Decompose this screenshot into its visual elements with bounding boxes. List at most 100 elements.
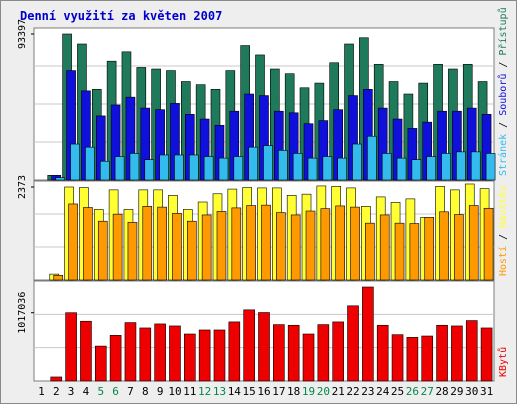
panel-3-bar-kbytů-day-14 [228, 321, 241, 382]
panel-2-bar-hostí-day-15 [246, 205, 256, 281]
panel-3-bar-kbytů-day-21 [332, 321, 344, 382]
panel-1-bar-stránek-day-20 [322, 156, 333, 181]
panel-2-bar-hostí-day-3 [68, 203, 78, 281]
panel-1-bar-stránek-day-31 [485, 153, 496, 181]
panel-2-bar-hostí-day-16 [261, 204, 271, 281]
panel-2-bar-hostí-day-23 [365, 222, 375, 281]
panel-3-bar-kbytů-day-16 [258, 312, 270, 382]
x-tick-label: 11 [183, 385, 196, 398]
panel-2-bar-hostí-day-20 [320, 208, 331, 281]
x-tick-label: 4 [83, 385, 90, 398]
panel-1-max-label: 93397 [17, 19, 28, 49]
x-tick-label: 7 [127, 385, 134, 398]
panel-1-bar-stránek-day-16 [263, 145, 273, 181]
panel-1-bar-stránek-day-26 [411, 159, 422, 181]
panel-1-bar-stránek-day-21 [337, 157, 347, 181]
panel-3-bar-kbytů-day-22 [347, 305, 359, 382]
x-tick-label: 22 [346, 385, 359, 398]
panel-2-bar-hostí-day-17 [276, 212, 286, 281]
panel-2-bar-hostí-day-31 [483, 207, 494, 281]
panel-2-bar-hostí-day-6 [112, 213, 123, 281]
panel-1-bar-stránek-day-6 [114, 156, 125, 181]
panel-2-bar-hostí-day-27 [424, 216, 435, 281]
panel-1-bar-stránek-day-5 [99, 160, 110, 181]
x-tick-label: 20 [317, 385, 330, 398]
panel-3-bar-kbytů-day-13 [213, 329, 226, 382]
x-tick-label: 25 [391, 385, 404, 398]
panel-3-bar-kbytů-day-28 [436, 324, 448, 382]
panel-3-bar-kbytů-day-18 [287, 324, 300, 382]
chart-title: Denní využití za květen 2007 [20, 9, 222, 23]
x-tick-label: 1 [38, 385, 45, 398]
legend-kbytes: KBytů [497, 347, 509, 377]
panel-2-bar-hostí-day-5 [97, 220, 108, 281]
x-tick-label: 12 [198, 385, 211, 398]
panel-1-bar-stránek-day-10 [174, 154, 184, 181]
x-tick-label: 15 [243, 385, 256, 398]
panel-3-bar-kbytů-day-29 [451, 325, 463, 382]
x-tick-label: 23 [361, 385, 374, 398]
x-tick-label: 24 [376, 385, 390, 398]
panel-3-bar-kbytů-day-23 [362, 286, 374, 382]
panel-1-legend: Stránek / Souborů / Přístupů [497, 7, 509, 176]
panel-2-bar-hostí-day-7 [127, 222, 138, 281]
panel-3-bar-kbytů-day-4 [80, 320, 92, 382]
panel-1-bar-stránek-day-22 [352, 143, 362, 181]
panel-2-bar-hostí-day-21 [335, 205, 345, 281]
legend-separator: / [498, 228, 509, 246]
panel-1-bar-stránek-day-15 [248, 146, 258, 181]
panel-1-bar-stránek-day-19 [307, 157, 318, 181]
panel-1-bar-stránek-day-14 [233, 156, 244, 181]
panel-3-bar-kbytů-day-20 [317, 324, 330, 382]
panel-2-bar-hostí-day-24 [379, 214, 390, 281]
panel-2-bar-hostí-day-11 [187, 220, 197, 281]
panel-3-bar-kbytů-day-5 [94, 345, 107, 382]
panel-3-bar-kbytů-day-19 [302, 333, 315, 382]
panel-2-bar-hostí-day-28 [439, 211, 449, 281]
panel-1-bar-stránek-day-13 [218, 157, 229, 181]
panel-2-max-label: 2373 [17, 175, 28, 199]
panel-1-bar-stránek-day-27 [426, 156, 437, 181]
x-tick-label: 21 [332, 385, 345, 398]
legend-stranek: Stránek [497, 134, 509, 176]
panel-3-bar-kbytů-day-24 [376, 324, 389, 382]
panel-3-bar-kbytů-day-6 [109, 335, 122, 382]
x-tick-label: 26 [406, 385, 419, 398]
panel-2-bar-hostí-day-25 [394, 222, 405, 281]
panel-2-bar-hostí-day-19 [305, 210, 316, 281]
panel-2-bar-hostí-day-22 [350, 206, 360, 281]
panel-3-bar-kbytů-day-3 [65, 312, 77, 382]
legend-navstev: Návštěv [497, 186, 509, 228]
legend-pristupu: Přístupů [497, 7, 509, 55]
panel-2-bar-hostí-day-14 [231, 207, 242, 281]
x-tick-label: 27 [421, 385, 434, 398]
panel-3-bar-kbytů-day-7 [124, 322, 137, 382]
panel-3-bar-kbytů-day-31 [480, 327, 493, 382]
legend-separator: / [498, 116, 509, 134]
x-tick-label: 28 [435, 385, 448, 398]
x-tick-label: 5 [97, 385, 104, 398]
panel-2-bar-hostí-day-29 [454, 214, 464, 281]
x-tick-label: 31 [480, 385, 493, 398]
panel-3-legend: KBytů [497, 347, 509, 377]
panel-1-bar-stránek-day-3 [70, 143, 80, 181]
panel-3-max-label: 1017036 [17, 292, 28, 334]
panel-1-bar-stránek-day-2 [55, 177, 66, 181]
panel-3-bar-kbytů-day-2 [50, 376, 63, 382]
panel-3-bar-kbytů-day-27 [421, 335, 434, 382]
x-tick-label: 29 [450, 385, 463, 398]
panel-3-bar-kbytů-day-8 [139, 327, 152, 382]
x-tick-label: 16 [257, 385, 270, 398]
panel-3-bar-kbytů-day-17 [273, 324, 285, 382]
panel-1-bar-stránek-day-11 [189, 154, 199, 181]
panel-1-bar-stránek-day-4 [85, 146, 95, 181]
panel-2-bar-hostí-day-13 [216, 211, 227, 281]
panel-3-bar-kbytů-day-11 [184, 333, 196, 382]
panel-2-legend: Hostí / Návštěv [497, 186, 509, 276]
x-tick-label: 2 [53, 385, 60, 398]
panel-2-bar-hostí-day-30 [468, 205, 479, 281]
panel-1-bar-stránek-day-29 [456, 151, 466, 181]
panel-1-bar-stránek-day-18 [292, 153, 303, 181]
panel-3-bar-kbytů-day-26 [406, 337, 419, 382]
